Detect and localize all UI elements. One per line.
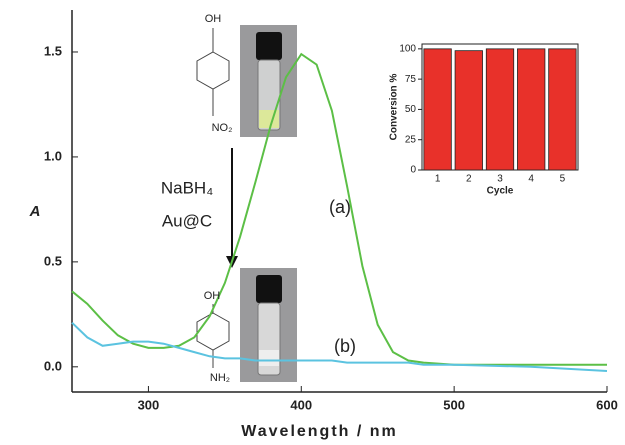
y-tick-label: 50 [405, 104, 417, 115]
annotation: OH [204, 290, 221, 302]
annotation: NH₂ [210, 372, 230, 384]
series-label: (b) [334, 336, 356, 356]
y-tick-label: 0 [410, 165, 416, 176]
x-tick-label: 4 [528, 174, 534, 185]
y-tick-label: 100 [399, 43, 416, 54]
bar [485, 48, 515, 171]
y-tick-label: 1.5 [44, 43, 62, 58]
annotation: OH [205, 13, 222, 25]
molecule [196, 28, 230, 368]
annotation: NO₂ [212, 122, 233, 134]
x-tick-label: 300 [138, 397, 160, 412]
y-tick-label: 0.0 [44, 358, 62, 373]
y-tick-label: 75 [405, 74, 417, 85]
vial-photo [240, 268, 297, 382]
bar [423, 48, 452, 171]
x-tick-label: 3 [497, 174, 503, 185]
bar [454, 50, 483, 171]
x-axis-label: Cycle [487, 186, 514, 197]
series-label: (a) [329, 197, 351, 217]
x-tick-label: 1 [435, 174, 441, 185]
annotation: NaBH₄ [161, 178, 213, 197]
vial-photo [240, 25, 297, 137]
bar [548, 48, 577, 171]
y-axis-label: A [29, 203, 41, 220]
annotation: Au@C [162, 211, 212, 230]
y-tick-label: 25 [405, 134, 417, 145]
data-line [71, 321, 608, 372]
x-tick-label: 600 [596, 397, 618, 412]
x-tick-label: 400 [290, 397, 312, 412]
data-line [71, 52, 607, 366]
x-tick-label: 500 [443, 397, 465, 412]
y-axis-label: Conversion % [389, 74, 400, 141]
x-tick-label: 5 [560, 174, 566, 185]
x-tick-label: 2 [466, 174, 472, 185]
y-tick-label: 1.0 [44, 148, 62, 163]
x-axis-label: Wavelength / nm [241, 423, 398, 440]
bar [517, 48, 546, 171]
y-tick-label: 0.5 [44, 253, 62, 268]
